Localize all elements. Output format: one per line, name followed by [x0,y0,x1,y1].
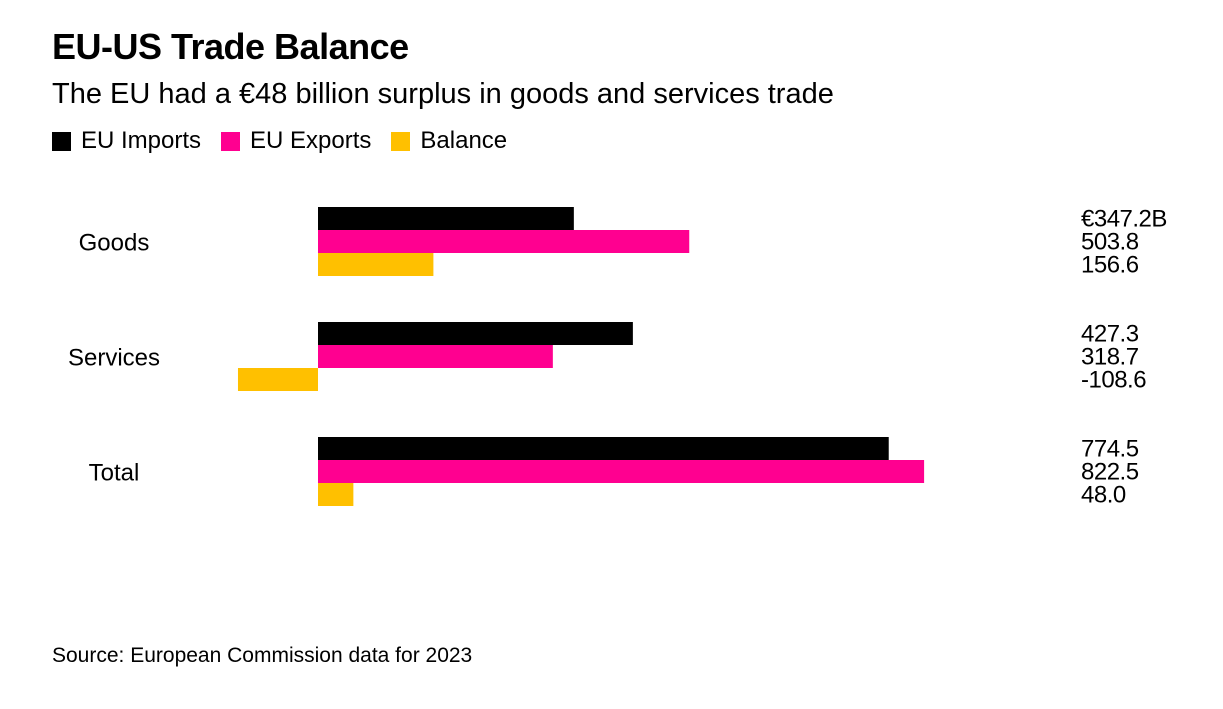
legend: EU Imports EU Exports Balance [52,127,527,155]
category-label-services: Services [68,345,160,372]
legend-swatch-balance [391,131,411,151]
value-label-goods-balance: 156.6 [1081,252,1139,279]
legend-label-imports: EU Imports [81,127,202,154]
bar-total-balance [318,483,354,506]
legend-item-balance: Balance [391,127,507,155]
bar-total-eu-exports [318,460,925,483]
category-label-goods: Goods [79,230,150,257]
bar-total-eu-imports [318,437,889,460]
value-label-total-eu-imports: 774.5 [1081,436,1139,463]
bar-goods-eu-imports [318,207,574,230]
legend-swatch-exports [221,131,241,151]
value-label-goods-eu-exports: 503.8 [1081,229,1139,256]
chart-title: EU-US Trade Balance [52,26,409,67]
value-label-goods-eu-imports: €347.2B [1081,206,1167,233]
bar-services-balance [237,368,318,391]
value-label-services-eu-exports: 318.7 [1081,344,1139,371]
legend-item-imports: EU Imports [52,127,201,155]
legend-label-exports: EU Exports [250,127,372,154]
chart-subtitle: The EU had a €48 billion surplus in good… [52,78,834,110]
legend-swatch-imports [52,131,71,151]
value-label-total-eu-exports: 822.5 [1081,459,1139,486]
value-label-total-balance: 48.0 [1081,482,1126,509]
source-note: Source: European Commission data for 202… [52,644,473,667]
bar-goods-eu-exports [318,230,690,253]
value-label-services-balance: -108.6 [1081,367,1146,394]
value-label-services-eu-imports: 427.3 [1081,321,1139,348]
bar-goods-balance [318,253,434,276]
bar-services-eu-exports [318,345,553,368]
legend-item-exports: EU Exports [221,127,371,155]
category-label-total: Total [89,460,140,487]
legend-label-balance: Balance [420,127,508,154]
bar-services-eu-imports [318,322,633,345]
